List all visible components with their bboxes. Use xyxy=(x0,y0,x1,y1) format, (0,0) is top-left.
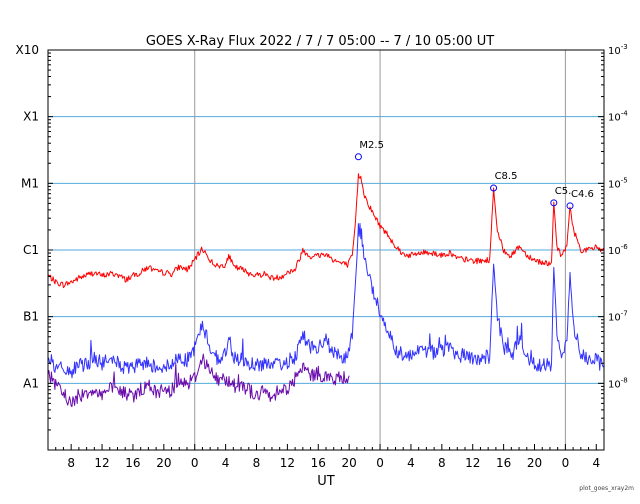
flare-label: M2.5 xyxy=(359,140,384,151)
flare-marker xyxy=(354,153,362,161)
x-axis: 8 12 16 20 0 4 8 12 16 20 0 4 8 12 16 20 0 4 xyxy=(55,444,600,470)
grid-layer xyxy=(48,50,604,450)
x-tick-label: 0 xyxy=(562,456,570,470)
class-tick-label: B1 xyxy=(23,310,39,324)
flare-label: C5. xyxy=(555,186,572,197)
x-tick-label: 20 xyxy=(342,456,357,470)
x-tick-label: 4 xyxy=(407,456,415,470)
flux-tick-label: 10-5 xyxy=(608,176,628,190)
x-axis-label: UT xyxy=(317,474,335,489)
class-tick-label: X1 xyxy=(23,110,39,124)
x-tick-label: 12 xyxy=(94,456,109,470)
class-tick-label: X10 xyxy=(16,43,40,57)
flux-tick-label: 10-7 xyxy=(608,310,628,324)
x-tick-label: 16 xyxy=(496,456,511,470)
x-tick-label: 12 xyxy=(465,456,480,470)
flux-tick-label: 10-4 xyxy=(608,110,628,124)
credit-text: plot_goes_xray2m xyxy=(579,485,634,492)
x-tick-label: 20 xyxy=(527,456,542,470)
right-axis-flux: 10-3 10-4 10-5 10-6 10-7 10-8 xyxy=(598,43,628,431)
x-tick-label: 16 xyxy=(311,456,326,470)
flare-marker xyxy=(490,184,498,192)
x-tick-label: 0 xyxy=(191,456,199,470)
x-tick-label: 12 xyxy=(280,456,295,470)
class-tick-label: M1 xyxy=(21,176,39,190)
flare-marker xyxy=(550,199,558,207)
flare-label: C8.5 xyxy=(495,171,518,182)
series-xray-short-blue xyxy=(47,223,605,379)
annotation-layer: M2.5 C8.5 C5. C4.6 xyxy=(354,140,594,210)
x-tick-label: 8 xyxy=(253,456,261,470)
left-axis-flare-class: X10 X1 M1 C1 B1 A1 xyxy=(16,43,53,431)
x-tick-label: 8 xyxy=(67,456,75,470)
x-tick-label: 16 xyxy=(125,456,140,470)
series-xray-long xyxy=(47,173,605,289)
flux-tick-label: 10-3 xyxy=(608,43,628,57)
flare-label: C4.6 xyxy=(571,189,594,200)
x-tick-label: 0 xyxy=(376,456,384,470)
series-xray-short-purple xyxy=(47,353,350,407)
x-tick-label: 20 xyxy=(156,456,171,470)
x-tick-label: 8 xyxy=(438,456,446,470)
class-tick-label: C1 xyxy=(23,243,39,257)
x-tick-label: 4 xyxy=(592,456,600,470)
class-tick-label: A1 xyxy=(23,376,39,390)
x-tick-label: 4 xyxy=(222,456,230,470)
series-layer xyxy=(47,173,605,407)
flux-tick-label: 10-8 xyxy=(608,376,628,390)
flux-tick-label: 10-6 xyxy=(608,243,628,257)
flare-marker xyxy=(566,202,574,210)
chart-title: GOES X-Ray Flux 2022 / 7 / 7 05:00 -- 7 … xyxy=(146,34,494,49)
